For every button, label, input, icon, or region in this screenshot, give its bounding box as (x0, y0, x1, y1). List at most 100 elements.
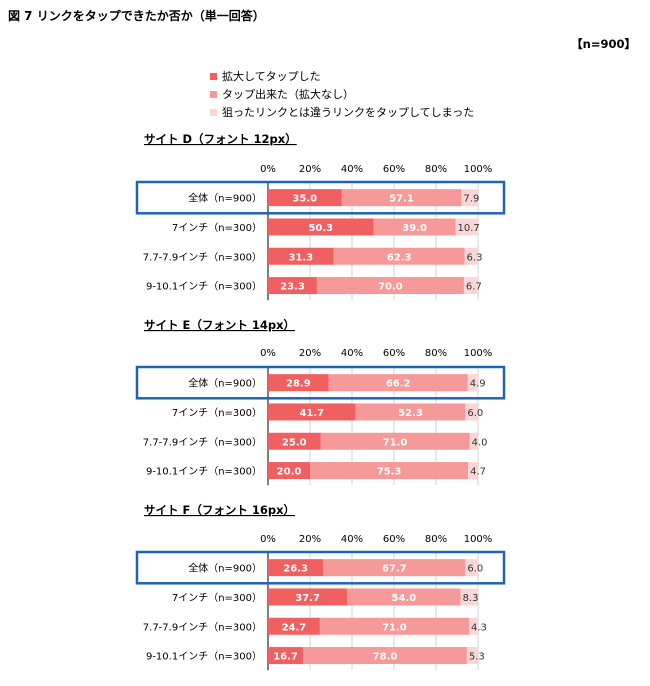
category-label: 7インチ（n=300） (172, 407, 262, 419)
bar-segment (341, 189, 462, 207)
highlight-frame (135, 180, 506, 215)
bar-segment (268, 432, 321, 450)
bar-segment (463, 277, 478, 295)
data-label: 23.3 (280, 282, 305, 293)
category-label: 全体（n=900） (188, 377, 262, 390)
x-tick-label: 20% (299, 534, 321, 545)
legend-label-zoom-tap: 拡大してタップした (222, 70, 321, 83)
data-label: 6.3 (467, 252, 483, 263)
x-tick-label: 100% (464, 534, 493, 545)
bar-segment (268, 559, 324, 577)
bar-segment (465, 559, 478, 577)
category-label: 全体（n=900） (188, 562, 262, 575)
x-tick-label: 40% (341, 348, 363, 359)
data-label: 4.7 (470, 467, 486, 478)
bar-segment (468, 617, 478, 635)
bar-segment (460, 588, 478, 606)
x-tick-label: 80% (425, 164, 447, 175)
x-tick-label: 100% (464, 164, 493, 175)
category-label: 7.7-7.9インチ（n=300） (143, 436, 262, 448)
x-tick-label: 60% (383, 348, 405, 359)
bar-segment (328, 374, 468, 392)
data-label: 28.9 (286, 379, 311, 390)
bar-segment (323, 559, 466, 577)
category-label: 9-10.1インチ（n=300） (146, 281, 262, 293)
category-label: 9-10.1インチ（n=300） (146, 651, 262, 663)
x-tick-label: 80% (425, 534, 447, 545)
category-label: 7.7-7.9インチ（n=300） (143, 621, 262, 633)
data-label: 4.9 (470, 379, 486, 390)
bar-segment (320, 432, 470, 450)
x-tick-label: 80% (425, 348, 447, 359)
data-label: 67.7 (382, 564, 407, 575)
figure-title: 図 7 リンクをタップできたか否か（単一回答） (8, 9, 265, 23)
data-label: 25.0 (282, 437, 307, 448)
data-label: 4.3 (471, 622, 487, 633)
bar-segment (268, 277, 317, 295)
bar-segment (468, 462, 478, 480)
bar-segment (347, 588, 461, 606)
x-tick-label: 100% (464, 348, 493, 359)
highlight-frame (135, 550, 506, 585)
data-label: 24.7 (282, 622, 307, 633)
x-tick-label: 0% (260, 348, 276, 359)
bar-segment (455, 218, 478, 236)
data-label: 71.0 (383, 437, 408, 448)
bar-segment (268, 462, 310, 480)
bar-segment (464, 247, 478, 265)
bar-segment (373, 218, 456, 236)
sample-size-label: 【n=900】 (571, 37, 636, 51)
bar-segment (268, 403, 356, 421)
data-label: 39.0 (402, 223, 427, 234)
bar-segment (316, 277, 464, 295)
category-label: 9-10.1インチ（n=300） (146, 466, 262, 478)
bar-segment (303, 647, 467, 665)
chart-title: サイト F（フォント 16px） (144, 503, 295, 517)
category-label: 7.7-7.9インチ（n=300） (143, 251, 262, 263)
x-tick-label: 20% (299, 164, 321, 175)
legend-label-mistap: 狙ったリンクとは違うリンクをタップしてしまった (222, 106, 475, 119)
bar-segment (466, 647, 478, 665)
data-label: 52.3 (398, 408, 423, 419)
x-tick-label: 40% (341, 164, 363, 175)
data-label: 41.7 (299, 408, 324, 419)
data-label: 57.1 (389, 194, 414, 205)
bar-segment (268, 617, 320, 635)
data-label: 37.7 (295, 593, 320, 604)
data-label: 50.3 (308, 223, 333, 234)
highlight-frame (135, 365, 506, 400)
data-label: 71.0 (382, 622, 407, 633)
bar-segment (268, 647, 304, 665)
data-label: 75.3 (377, 467, 402, 478)
data-label: 16.7 (273, 652, 298, 663)
legend-swatch-mistap (210, 108, 217, 116)
bar-segment (268, 247, 334, 265)
legend-item-direct-tap: タップ出来た（拡大なし） (210, 85, 474, 103)
bar-segment (268, 588, 348, 606)
legend-item-mistap: 狙ったリンクとは違うリンクをタップしてしまった (210, 103, 474, 121)
data-label: 4.0 (472, 437, 488, 448)
legend-swatch-zoom-tap (210, 72, 217, 80)
data-label: 6.7 (466, 282, 482, 293)
data-label: 54.0 (392, 593, 417, 604)
data-label: 62.3 (387, 252, 412, 263)
bar-segment (268, 374, 329, 392)
bar-segment (355, 403, 466, 421)
legend-swatch-direct-tap (210, 90, 217, 98)
chart-title: サイト E（フォント 14px） (144, 318, 295, 332)
bar-segment (268, 189, 342, 207)
data-label: 8.3 (463, 593, 479, 604)
data-label: 7.9 (463, 194, 479, 205)
bar-segment (319, 617, 469, 635)
x-tick-label: 40% (341, 534, 363, 545)
bar-segment (461, 189, 478, 207)
legend-label-direct-tap: タップ出来た（拡大なし） (222, 88, 354, 101)
chart-title: サイト D（フォント 12px） (144, 132, 297, 146)
data-label: 26.3 (283, 564, 308, 575)
x-tick-label: 0% (260, 534, 276, 545)
bar-segment (467, 374, 478, 392)
data-label: 10.7 (458, 223, 480, 234)
data-label: 5.3 (469, 652, 485, 663)
legend: 拡大してタップした タップ出来た（拡大なし） 狙ったリンクとは違うリンクをタップ… (210, 67, 474, 121)
